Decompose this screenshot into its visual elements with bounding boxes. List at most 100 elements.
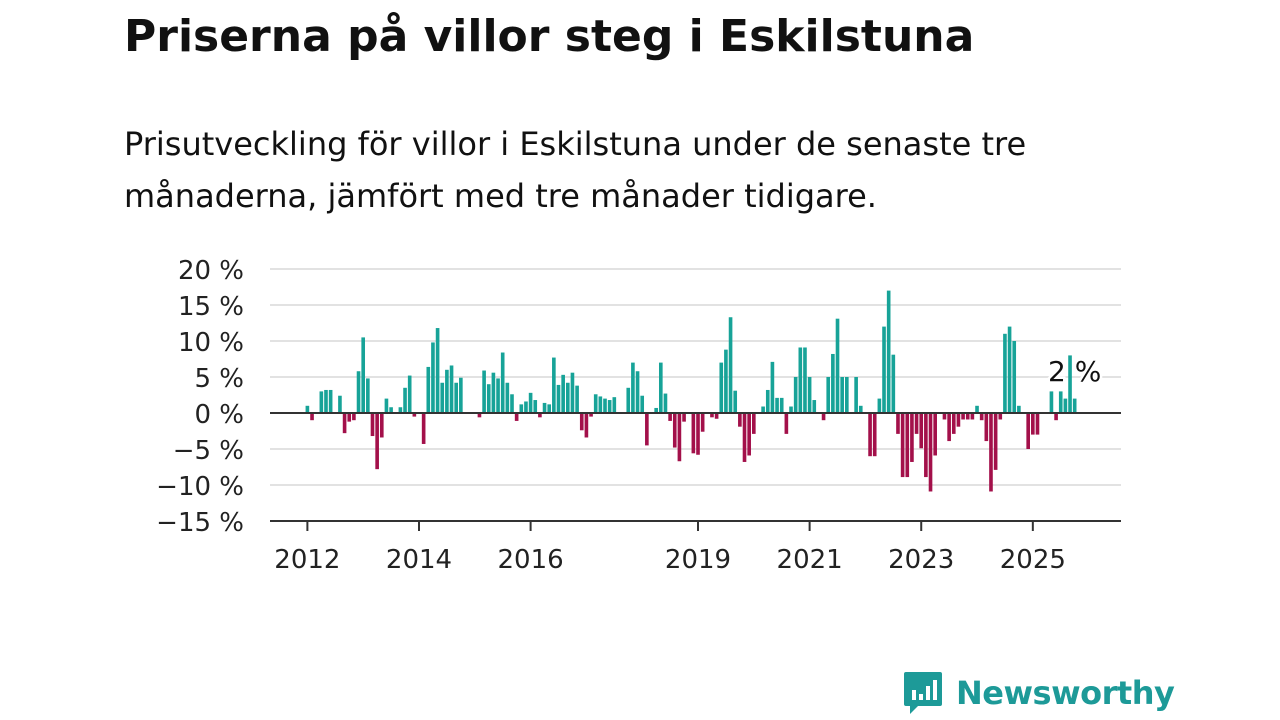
bar [589, 413, 593, 417]
bar [384, 398, 389, 413]
page-title: Priserna på villor steg i Eskilstuna [124, 11, 975, 62]
bar [728, 317, 733, 413]
bar [1017, 405, 1021, 413]
bar [724, 349, 728, 413]
y-tick-label: 20 % [178, 256, 244, 286]
bar [579, 413, 584, 431]
bar [1058, 391, 1063, 413]
bar [528, 392, 533, 413]
bar [1063, 398, 1068, 413]
bar [1003, 333, 1007, 413]
bar [933, 413, 937, 456]
bar [514, 413, 519, 421]
bar [1054, 413, 1058, 421]
x-tick-label: 2016 [498, 545, 564, 575]
x-tick-label: 2019 [665, 545, 731, 575]
bar [914, 413, 919, 434]
bar [872, 413, 877, 457]
bar [905, 413, 910, 478]
bar [742, 413, 747, 462]
bar [347, 413, 352, 422]
bar [765, 389, 770, 413]
bar [612, 397, 617, 413]
bar [310, 413, 314, 421]
bar [956, 413, 961, 427]
bar [421, 413, 426, 444]
x-tick-label: 2021 [777, 545, 843, 575]
bar [840, 377, 844, 413]
bar [607, 400, 612, 413]
bar [779, 397, 784, 413]
bar [947, 413, 951, 442]
bar [710, 413, 714, 418]
bar [1072, 398, 1077, 413]
bar [738, 413, 742, 427]
bar [640, 395, 645, 413]
bar [677, 413, 682, 462]
bar [1068, 355, 1072, 413]
bar [552, 357, 556, 413]
bar [919, 413, 924, 449]
bar [747, 413, 751, 456]
bar [989, 413, 993, 492]
y-tick-label: 15 % [178, 292, 244, 322]
bar [407, 375, 412, 413]
bar [631, 362, 635, 413]
bar [1012, 341, 1017, 413]
bar [1026, 413, 1030, 449]
bar [672, 413, 677, 448]
bar [1035, 413, 1040, 435]
bar [496, 378, 500, 413]
bar [793, 377, 798, 413]
bar [338, 395, 342, 413]
bar [565, 382, 570, 413]
bar [807, 377, 812, 413]
x-tick-label: 2012 [274, 545, 340, 575]
bar [375, 413, 379, 470]
bar [1049, 391, 1054, 413]
bar [714, 413, 719, 419]
bar [775, 397, 779, 413]
bar [598, 396, 603, 413]
bar [858, 405, 863, 413]
bar [593, 394, 598, 413]
bar [575, 385, 579, 413]
y-tick-label: 10 % [178, 328, 244, 358]
bar [445, 369, 449, 413]
bar [328, 389, 333, 413]
gridlines [270, 268, 1121, 522]
bar [826, 377, 831, 413]
brand-name: Newsworthy [956, 674, 1175, 712]
bar [965, 413, 970, 420]
y-tick-label: −10 % [156, 472, 244, 502]
bar [891, 354, 896, 413]
bar [533, 400, 538, 413]
newsworthy-logo[interactable]: Newsworthy [902, 668, 1175, 718]
bar [998, 413, 1003, 420]
bar [319, 391, 324, 413]
bar [645, 413, 649, 446]
bar [547, 404, 552, 413]
bar [342, 413, 347, 434]
bar [831, 353, 835, 413]
bar [403, 387, 407, 413]
last-value-label: 2 % [1048, 355, 1101, 388]
bar [682, 413, 686, 422]
bar [482, 370, 486, 413]
x-tick-label: 2014 [386, 545, 452, 575]
bar [505, 382, 510, 413]
x-axis [270, 412, 1121, 522]
bar [556, 384, 561, 413]
x-axis-ticks: 2012 2014 2016 2019 2021 2023 2025 [274, 521, 1066, 575]
bar [798, 347, 803, 413]
bar [356, 371, 361, 413]
bar [398, 407, 403, 413]
bar [975, 405, 979, 413]
bar [910, 413, 914, 462]
bar [821, 413, 826, 421]
bar [561, 374, 565, 413]
bar [928, 413, 933, 492]
bar [733, 390, 738, 413]
bar [658, 362, 663, 413]
bar [896, 413, 900, 434]
